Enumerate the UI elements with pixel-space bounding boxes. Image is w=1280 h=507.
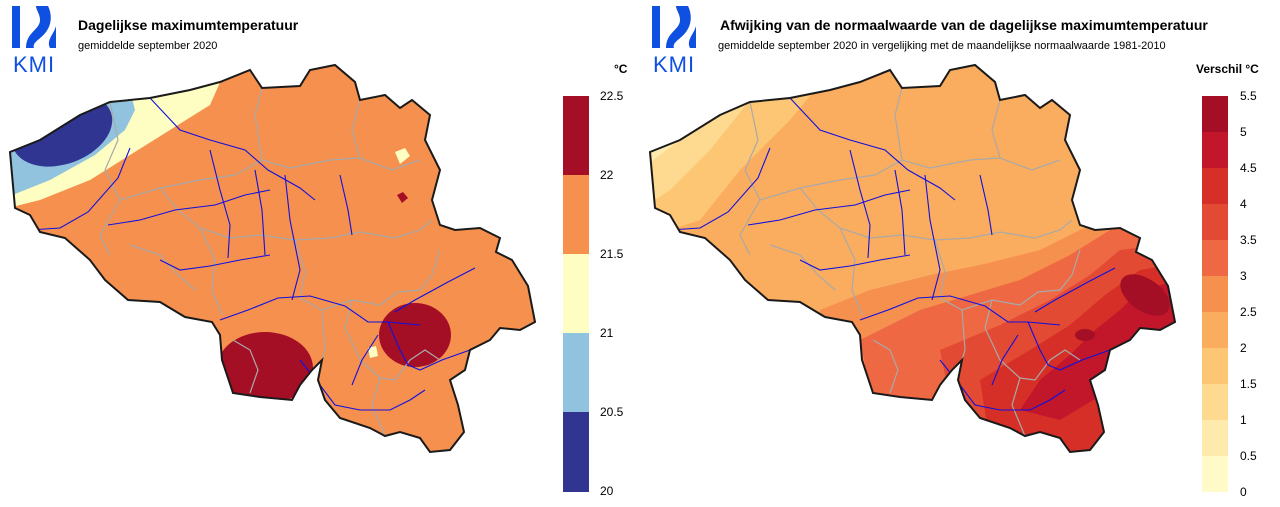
warm-zone-south xyxy=(217,332,313,404)
legend-swatch-3-3.5 xyxy=(1202,240,1228,276)
legend-swatch-21-21.5 xyxy=(563,254,589,333)
legend-swatch-0-0.5 xyxy=(1202,456,1228,492)
logo-text: KMI xyxy=(12,52,56,77)
kmi-logo: KMI xyxy=(646,4,702,77)
legend-tick: 20 xyxy=(600,484,614,498)
legend-tick: 5.5 xyxy=(1240,89,1257,103)
panel-max-temperature: KMI Dagelijkse maximumtemperatuur gemidd… xyxy=(6,4,628,498)
belgium-map xyxy=(9,64,536,453)
legend-swatch-20-20.5 xyxy=(563,412,589,492)
map-subtitle: gemiddelde september 2020 xyxy=(78,40,218,52)
legend-unit: °C xyxy=(614,62,628,76)
legend-swatch-0.5-1 xyxy=(1202,420,1228,456)
legend-swatch-21.5-22 xyxy=(563,175,589,254)
legend-tick: 21 xyxy=(600,326,614,340)
belgium-anomaly-map xyxy=(649,64,1176,453)
legend-swatch-22-22.5 xyxy=(563,96,589,175)
zone-5-5.5-spot xyxy=(1075,329,1095,341)
legend-swatch-1.5-2 xyxy=(1202,348,1228,384)
cool-spot xyxy=(395,148,410,164)
warm-spot xyxy=(397,192,408,203)
map-title: Afwijking van de normaalwaarde van de da… xyxy=(720,17,1208,33)
kmi-logo-mark xyxy=(12,6,56,48)
legend-unit: Verschil °C xyxy=(1196,62,1259,76)
legend-tick: 5 xyxy=(1240,125,1247,139)
legend-tick: 0.5 xyxy=(1240,449,1257,463)
legend-swatch-3.5-4 xyxy=(1202,204,1228,240)
legend-tick: 1.5 xyxy=(1240,377,1257,391)
legend-swatch-1-1.5 xyxy=(1202,384,1228,420)
legend-swatch-5-5.5 xyxy=(1202,96,1228,132)
legend-swatch-2-2.5 xyxy=(1202,312,1228,348)
legend-tick: 21.5 xyxy=(600,247,624,261)
legend-swatch-4-4.5 xyxy=(1202,168,1228,204)
legend-tick: 1 xyxy=(1240,413,1247,427)
map-title: Dagelijkse maximumtemperatuur xyxy=(78,17,299,33)
logo-text: KMI xyxy=(652,52,696,77)
kmi-logo: KMI xyxy=(6,4,62,77)
legend-tick: 3.5 xyxy=(1240,233,1257,247)
map-subtitle: gemiddelde september 2020 in vergelijkin… xyxy=(718,40,1166,52)
legend-swatch-2.5-3 xyxy=(1202,276,1228,312)
legend-tick: 22 xyxy=(600,168,614,182)
legend-tick: 0 xyxy=(1240,485,1247,499)
panel-temperature-anomaly: KMI Afwijking van de normaalwaarde van d… xyxy=(640,0,1280,507)
legend-tick: 20.5 xyxy=(600,405,624,419)
legend-tick: 3 xyxy=(1240,269,1247,283)
legend-tick: 22.5 xyxy=(600,89,624,103)
zone-5-5.5 xyxy=(1120,274,1170,316)
legend-tick: 4.5 xyxy=(1240,161,1257,175)
cool-spot-south xyxy=(368,346,378,358)
warm-zone-east xyxy=(379,303,451,367)
legend-swatch-20.5-21 xyxy=(563,333,589,412)
legend-tick: 2 xyxy=(1240,341,1247,355)
legend-tick: 2.5 xyxy=(1240,305,1257,319)
kmi-logo-mark xyxy=(652,6,696,48)
legend-swatch-4.5-5 xyxy=(1202,132,1228,168)
legend-tick: 4 xyxy=(1240,197,1247,211)
